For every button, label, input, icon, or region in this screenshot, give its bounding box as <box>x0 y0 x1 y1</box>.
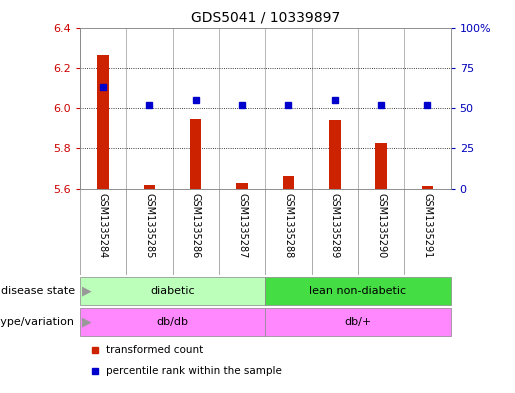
Bar <box>283 176 294 189</box>
Bar <box>190 119 201 189</box>
Bar <box>265 277 451 305</box>
Text: GSM1335289: GSM1335289 <box>330 193 340 258</box>
Title: GDS5041 / 10339897: GDS5041 / 10339897 <box>191 11 340 25</box>
Bar <box>144 185 155 189</box>
Bar <box>375 143 387 189</box>
Text: lean non-diabetic: lean non-diabetic <box>310 286 406 296</box>
Text: GSM1335285: GSM1335285 <box>144 193 154 258</box>
Text: disease state: disease state <box>1 286 75 296</box>
Text: GSM1335290: GSM1335290 <box>376 193 386 258</box>
Text: GSM1335288: GSM1335288 <box>283 193 294 258</box>
Text: genotype/variation: genotype/variation <box>0 317 75 327</box>
Text: GSM1335291: GSM1335291 <box>422 193 433 258</box>
Text: ▶: ▶ <box>82 284 92 298</box>
Text: percentile rank within the sample: percentile rank within the sample <box>106 366 282 376</box>
Bar <box>329 120 340 189</box>
Text: diabetic: diabetic <box>150 286 195 296</box>
Bar <box>236 183 248 189</box>
Bar <box>422 185 433 189</box>
Text: GSM1335284: GSM1335284 <box>98 193 108 258</box>
Bar <box>80 277 265 305</box>
Text: GSM1335287: GSM1335287 <box>237 193 247 258</box>
Bar <box>97 55 109 189</box>
Text: transformed count: transformed count <box>106 345 203 355</box>
Text: ▶: ▶ <box>82 316 92 329</box>
Text: db/db: db/db <box>157 317 188 327</box>
Bar <box>80 308 265 336</box>
Bar <box>265 308 451 336</box>
Text: db/+: db/+ <box>345 317 371 327</box>
Text: GSM1335286: GSM1335286 <box>191 193 201 258</box>
